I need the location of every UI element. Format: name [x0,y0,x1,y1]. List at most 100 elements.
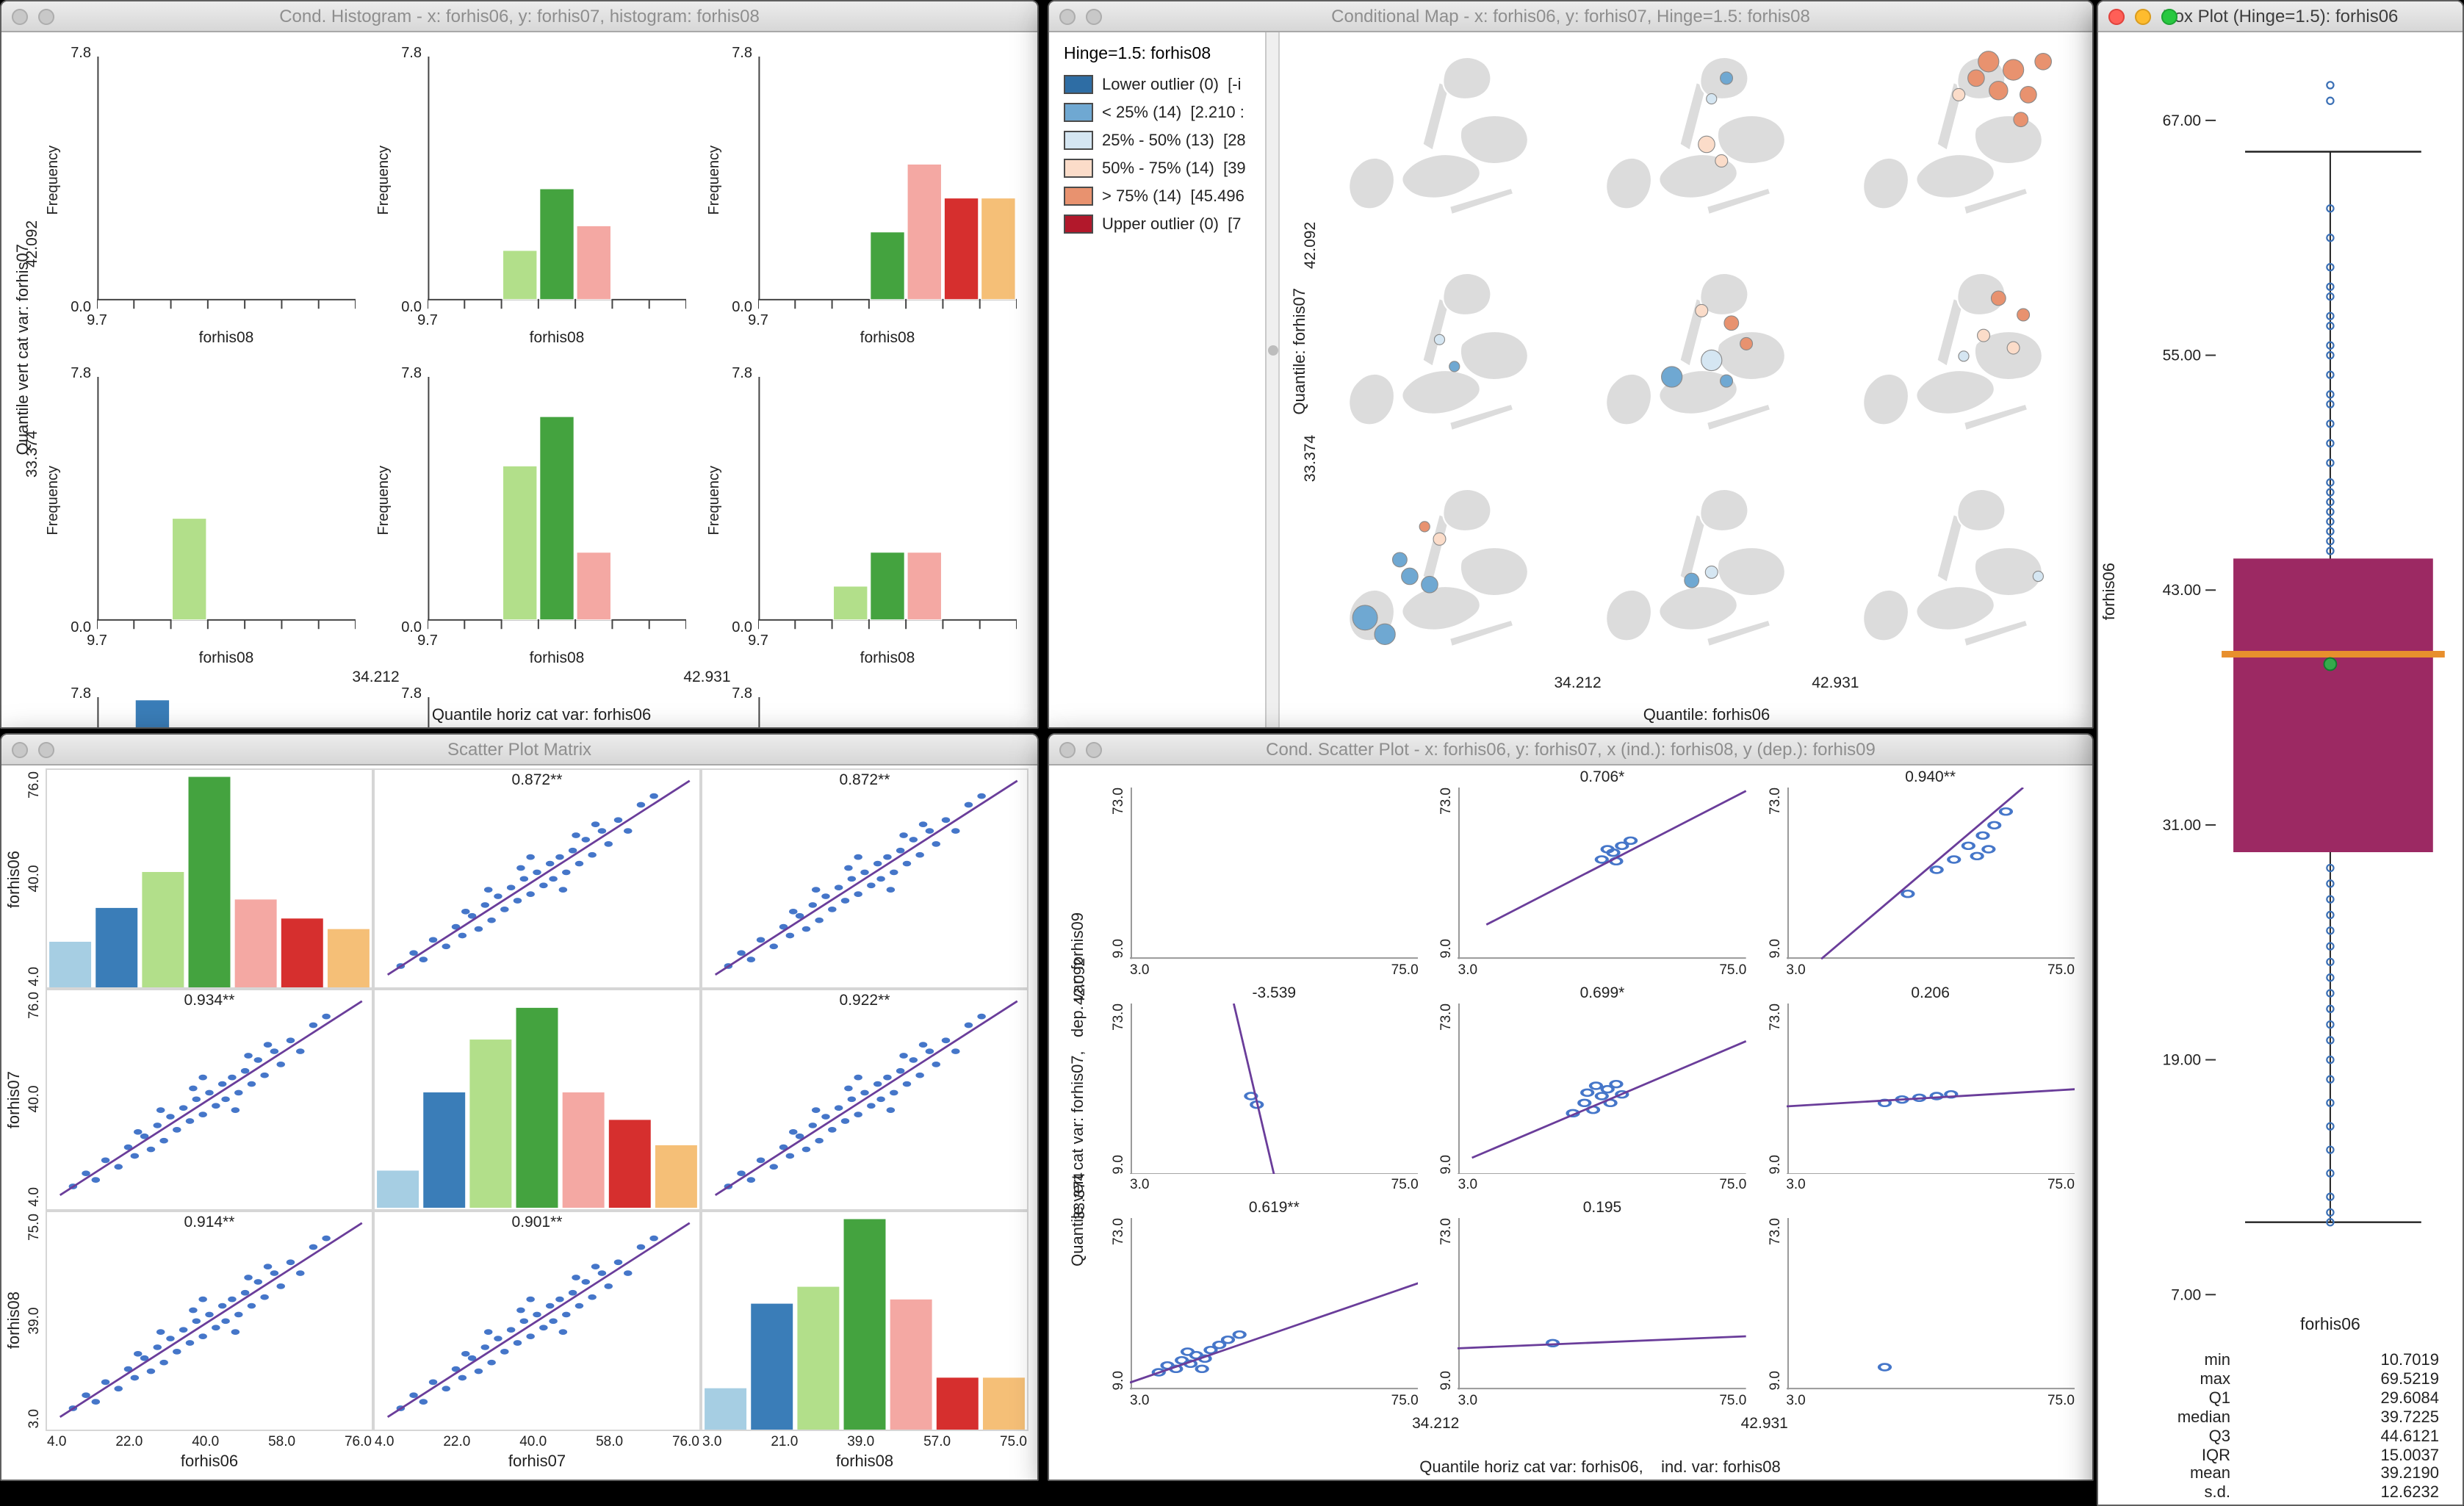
matrix-scatter-cell[interactable]: 0.922** [701,989,1029,1211]
cond-scatter-cell[interactable]: 73.0 9.0 0.706* 3.0 75.0 [1436,765,1765,981]
map-cell[interactable] [1578,32,1835,248]
legend-item[interactable]: 25% - 50% (13) [28 [1064,131,1258,150]
map-canvas[interactable] [1325,468,1574,675]
map-cell[interactable] [1835,464,2092,680]
histogram-plot[interactable] [758,51,1017,310]
matrix-scatter-cell[interactable]: 0.901** [373,1210,701,1431]
scatter-plot[interactable]: 0.619** [1130,1200,1419,1390]
matrix-scatter-cell[interactable]: 0.872** [701,768,1029,990]
window-box-plot[interactable]: Box Plot (Hinge=1.5): forhis06 forhis06 6… [2097,0,2464,1506]
legend-item[interactable]: < 25% (14) [2.210 : [1064,103,1258,122]
histogram-plot[interactable] [428,51,686,310]
cond-scatter-cell[interactable]: 73.0 9.0 0.619** 3.0 75.0 [1108,1197,1436,1412]
scatter-plot[interactable] [1130,788,1419,959]
matrix-scatter-cell[interactable]: 0.872** [373,768,701,990]
legend-item[interactable]: 50% - 75% (14) [39 [1064,159,1258,178]
scatter-canvas[interactable] [1458,788,1747,959]
map-canvas[interactable] [1840,468,2088,675]
map-canvas[interactable] [1582,37,1831,244]
scatter-plot[interactable] [1786,1219,2075,1390]
box-plot-canvas[interactable]: 67.00 55.00 43.00 31.00 19.00 7.00 forhis06 [2098,32,2463,1505]
matrix-histogram-cell[interactable] [46,768,373,990]
scatter-canvas[interactable] [1130,1219,1419,1390]
scatter-canvas[interactable] [1786,1003,2075,1174]
legend-item[interactable]: Upper outlier (0) [7 [1064,215,1258,234]
histogram-canvas[interactable] [758,372,1017,630]
histogram-canvas[interactable] [47,770,372,988]
histogram-plot[interactable] [428,372,686,630]
histogram-canvas[interactable] [428,51,686,310]
scatter-canvas[interactable] [1786,788,2075,959]
titlebar-cond-scatter[interactable]: Cond. Scatter Plot - x: forhis06, y: for… [1049,735,2092,765]
cond-histogram-body[interactable]: Quantile vert cat var: forhis07 42.092 33.… [1,32,1037,727]
cond-scatter-cell[interactable]: 73.0 9.0 0.940** 3.0 75.0 [1764,765,2092,981]
map-canvas[interactable] [1582,468,1831,675]
titlebar-scatter-matrix[interactable]: Scatter Plot Matrix [1,735,1037,765]
map-cell[interactable] [1578,464,1835,680]
close-button[interactable] [12,9,28,25]
matrix-scatter-cell[interactable]: 0.934** [46,989,373,1211]
histogram-plot[interactable] [758,372,1017,630]
scatter-canvas[interactable] [1458,1219,1747,1390]
map-cell[interactable] [1321,32,1578,248]
scatter-plot[interactable]: 0.699* [1458,984,1747,1174]
histogram-plot[interactable] [97,51,356,310]
scatter-plot[interactable]: 0.195 [1458,1200,1747,1390]
histogram-canvas[interactable] [702,1211,1027,1430]
conditional-map-body[interactable]: Hinge=1.5: forhis08 Lower outlier (0) [-i… [1049,32,2092,727]
panel-splitter[interactable] [1267,32,1280,727]
scatter-canvas[interactable] [1458,1003,1747,1174]
map-canvas[interactable] [1582,253,1831,460]
titlebar-cond-histogram[interactable]: Cond. Histogram - x: forhis06, y: forhis… [1,1,1037,32]
cond-scatter-cell[interactable]: 73.0 9.0 0.195 3.0 75.0 [1436,1197,1765,1412]
scatter-canvas[interactable] [47,991,372,1209]
close-button[interactable] [1059,742,1076,758]
window-scatter-matrix[interactable]: Scatter Plot Matrix forhis06 76.0 40.0 4.0 0… [0,733,1039,1481]
map-cell[interactable] [1835,32,2092,248]
histogram-canvas[interactable] [428,372,686,630]
scatter-canvas[interactable] [702,991,1027,1209]
matrix-histogram-cell[interactable] [373,989,701,1211]
zoom-button[interactable] [2161,9,2177,25]
matrix-histogram-cell[interactable] [701,1210,1029,1431]
histogram-canvas[interactable] [97,692,356,727]
cond-scatter-body[interactable]: Quantile vert cat var: forhis07, dep. va… [1049,765,2092,1480]
cond-scatter-cell[interactable]: 73.0 9.0 3.0 75.0 [1108,765,1436,981]
map-cell[interactable] [1578,248,1835,464]
matrix-scatter-cell[interactable]: 0.914** [46,1210,373,1431]
histogram-plot[interactable] [97,372,356,630]
scatter-canvas[interactable] [375,1211,699,1430]
cond-scatter-cell[interactable]: 73.0 9.0 0.699* 3.0 75.0 [1436,981,1765,1196]
cond-scatter-cell[interactable]: 73.0 9.0 3.0 75.0 [1764,1197,2092,1412]
splitter-handle[interactable] [1268,345,1278,356]
window-cond-scatter[interactable]: Cond. Scatter Plot - x: forhis06, y: for… [1048,733,2094,1481]
map-canvas[interactable] [1840,253,2088,460]
histogram-canvas[interactable] [97,372,356,630]
scatter-canvas[interactable] [47,1211,372,1430]
close-button[interactable] [1059,9,1076,25]
map-canvas[interactable] [1325,253,1574,460]
map-cell[interactable] [1835,248,2092,464]
histogram-plot[interactable] [97,692,356,727]
scatter-plot[interactable]: 0.940** [1786,768,2075,959]
titlebar-conditional-map[interactable]: Conditional Map - x: forhis06, y: forhis… [1049,1,2092,32]
minimize-button[interactable] [2135,9,2151,25]
histogram-canvas[interactable] [97,51,356,310]
window-conditional-map[interactable]: Conditional Map - x: forhis06, y: forhis… [1048,0,2094,729]
map-canvas[interactable] [1840,37,2088,244]
box-plot-body[interactable]: forhis06 67.00 55.00 43.00 31.00 19.00 7.00 for… [2098,32,2463,1505]
scatter-matrix-body[interactable]: forhis06 76.0 40.0 4.0 0.872** 0.872** forhis0… [1,765,1037,1480]
scatter-canvas[interactable] [1130,788,1419,959]
map-canvas[interactable] [1325,37,1574,244]
legend-item[interactable]: > 75% (14) [45.496 [1064,187,1258,206]
scatter-canvas[interactable] [375,770,699,988]
close-button[interactable] [12,742,28,758]
